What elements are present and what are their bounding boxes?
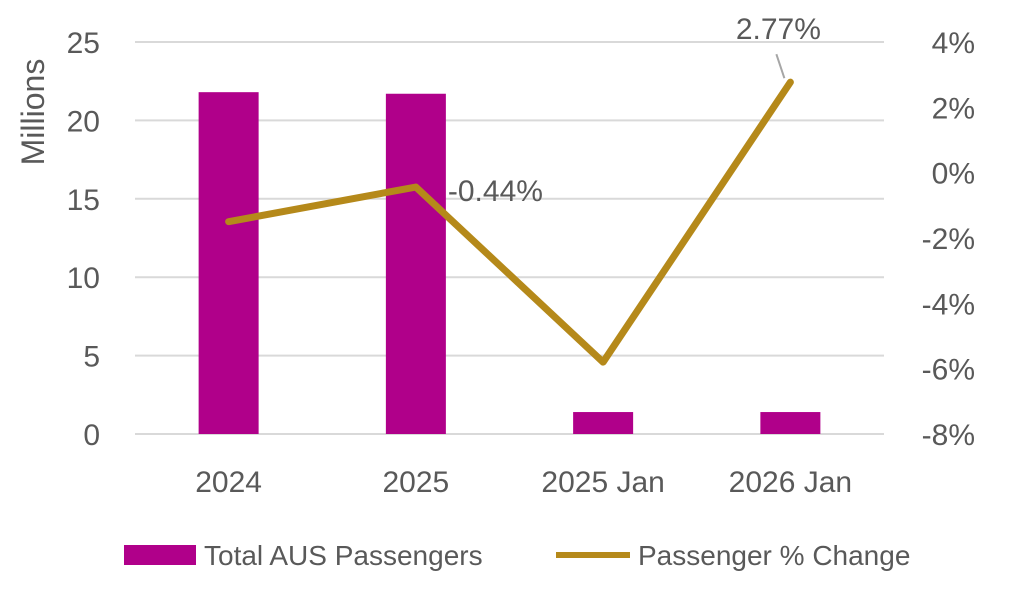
line-series bbox=[225, 78, 794, 366]
legend-label-bar: Total AUS Passengers bbox=[204, 540, 483, 571]
data-label: -0.44% bbox=[448, 175, 543, 208]
x-tick-label: 2024 bbox=[195, 466, 262, 499]
x-tick-label: 2025 bbox=[383, 466, 450, 499]
bar-series bbox=[198, 92, 821, 435]
y-tick-label: 5 bbox=[83, 341, 100, 374]
data-label: 2.77% bbox=[736, 13, 821, 46]
y-axis-right: -8% -6% -4% -2% 0% 2% 4% bbox=[922, 27, 975, 452]
y-tick-label: 20 bbox=[67, 105, 100, 138]
y2-tick-label: 2% bbox=[932, 92, 975, 125]
y-tick-label: 15 bbox=[67, 184, 100, 217]
y-tick-label: 10 bbox=[67, 262, 100, 295]
bar bbox=[385, 93, 446, 434]
data-labels: -0.44% 2.77% bbox=[448, 13, 821, 208]
y2-tick-label: 0% bbox=[932, 158, 975, 191]
legend[interactable]: Total AUS Passengers Passenger % Change bbox=[124, 540, 910, 571]
bar bbox=[573, 412, 634, 434]
legend-swatch-bar bbox=[124, 545, 196, 565]
legend-label-line: Passenger % Change bbox=[638, 540, 910, 571]
y-tick-label: 25 bbox=[67, 27, 100, 60]
x-tick-label: 2025 Jan bbox=[541, 466, 664, 499]
line-path bbox=[225, 78, 794, 366]
y2-tick-label: -2% bbox=[922, 223, 975, 256]
y2-tick-label: -6% bbox=[922, 354, 975, 387]
y2-tick-label: -4% bbox=[922, 288, 975, 321]
x-tick-label: 2026 Jan bbox=[729, 466, 852, 499]
bar bbox=[760, 412, 821, 434]
y2-tick-label: -8% bbox=[922, 419, 975, 452]
x-axis: 2024 2025 2025 Jan 2026 Jan bbox=[195, 466, 852, 499]
bar bbox=[198, 92, 259, 435]
y-tick-label: 0 bbox=[83, 419, 100, 452]
y-axis-left: 0 5 10 15 20 25 bbox=[67, 27, 100, 452]
y-axis-title: Millions bbox=[15, 59, 51, 166]
y2-tick-label: 4% bbox=[932, 27, 975, 60]
label-leader-line bbox=[775, 53, 786, 79]
